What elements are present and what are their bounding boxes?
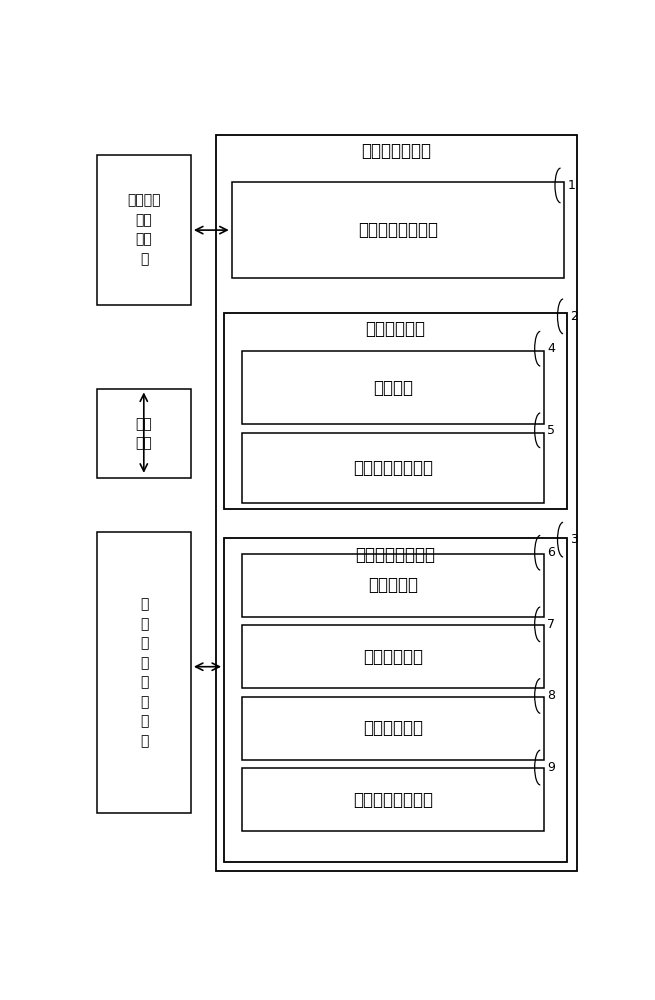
Bar	[242, 768, 544, 831]
Text: 结果收集单元: 结果收集单元	[363, 719, 422, 737]
Bar	[97, 389, 191, 478]
Text: 调度单元: 调度单元	[373, 379, 413, 397]
Text: 测试结果生成单元: 测试结果生成单元	[353, 459, 433, 477]
Text: 测试用例配置模块: 测试用例配置模块	[358, 221, 438, 239]
Text: 被测
系统: 被测 系统	[136, 417, 153, 451]
Text: 2: 2	[571, 310, 578, 323]
Bar	[97, 155, 191, 305]
Text: 自动化测试装置: 自动化测试装置	[362, 142, 432, 160]
Bar	[242, 554, 544, 617]
Bar	[242, 625, 544, 688]
Text: 5: 5	[548, 424, 555, 437]
Bar	[97, 532, 191, 813]
Text: 9: 9	[548, 761, 555, 774]
Text: 3: 3	[571, 533, 578, 546]
Text: 测试任务
配置
服务
器: 测试任务 配置 服务 器	[127, 193, 161, 266]
Bar	[224, 312, 567, 509]
Bar	[242, 433, 544, 503]
Text: 测试工具适配接口: 测试工具适配接口	[355, 546, 436, 564]
Text: 至
少
一
个
测
试
工
具: 至 少 一 个 测 试 工 具	[140, 597, 148, 748]
Text: 8: 8	[548, 689, 555, 702]
Bar	[232, 182, 564, 278]
Bar	[242, 351, 544, 424]
Bar	[242, 697, 544, 760]
Text: 4: 4	[548, 342, 555, 355]
Text: 6: 6	[548, 546, 555, 559]
Text: 测试控制模块: 测试控制模块	[365, 320, 425, 338]
Bar	[224, 538, 567, 862]
Text: 测试工具注册单元: 测试工具注册单元	[353, 791, 433, 809]
Text: 测试执行单元: 测试执行单元	[363, 648, 422, 666]
Text: 7: 7	[548, 618, 555, 631]
Bar	[216, 135, 577, 871]
Text: 1: 1	[568, 179, 576, 192]
Text: 初始化单元: 初始化单元	[368, 576, 418, 594]
